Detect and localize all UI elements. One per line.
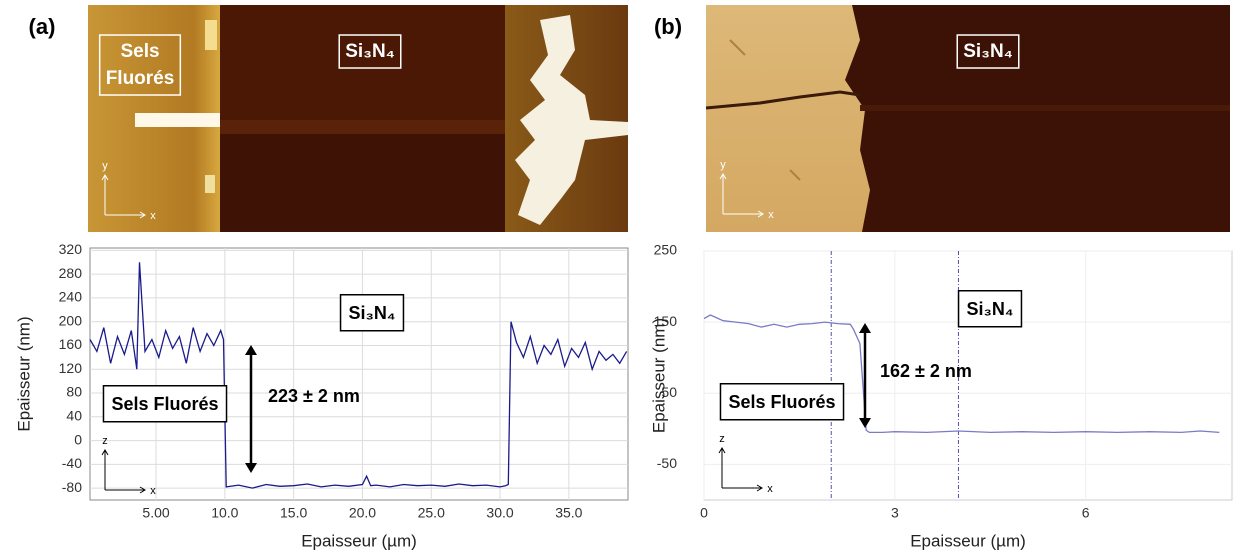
y-tick-label: 160 [59, 336, 83, 352]
y-tick-label: -40 [62, 455, 82, 471]
mini-arrow [101, 174, 146, 219]
y-tick-label: 150 [654, 313, 678, 329]
mini-arrow [719, 173, 764, 218]
x-tick-label: 10.0 [211, 505, 238, 521]
data-line [89, 262, 628, 489]
panel-label: (a) [29, 14, 56, 39]
y-axis-title: Epaisseur (nm) [649, 318, 668, 433]
y-tick-label: 200 [59, 312, 83, 328]
label-box [338, 34, 402, 69]
afm-image-b [705, 5, 1230, 232]
image-label: Si₃N₄ [345, 41, 395, 62]
annotation: Si₃N₄ [967, 299, 1014, 319]
mini-axis-label: x [768, 209, 774, 221]
mini-axis-label: x [150, 210, 156, 222]
y-tick-label: 80 [66, 384, 82, 400]
mini-arrow [101, 449, 146, 494]
y-tick-label: 320 [59, 241, 83, 257]
y-axis-title: Epaisseur (nm) [14, 316, 33, 431]
y-tick-label: 0 [74, 431, 82, 447]
image-label: Sels [120, 41, 159, 62]
x-tick-label: 15.0 [280, 505, 307, 521]
x-tick-label: 3 [891, 505, 899, 521]
label-box [102, 385, 228, 423]
x-axis-title: Epaisseur (µm) [910, 531, 1026, 550]
y-tick-label: 280 [59, 265, 83, 281]
y-tick-label: 50 [661, 384, 677, 400]
annotation: Si₃N₄ [349, 303, 396, 323]
x-tick-label: 5.00 [142, 505, 169, 521]
x-tick-label: 30.0 [486, 505, 513, 521]
mini-axis-label: z [102, 435, 108, 447]
data-line [703, 314, 1220, 434]
y-tick-label: -50 [657, 455, 677, 471]
label-box [339, 294, 405, 332]
mini-axis-label: z [719, 433, 725, 445]
x-tick-label: 6 [1082, 505, 1090, 521]
annotation: Sels Fluorés [728, 392, 835, 412]
image-label: Fluorés [106, 68, 175, 89]
x-tick-label: 20.0 [349, 505, 376, 521]
y-tick-label: 40 [66, 407, 82, 423]
mini-arrow [718, 447, 763, 492]
annotation: Sels Fluorés [111, 394, 218, 414]
mini-axis-label: x [150, 485, 156, 497]
mini-axis-label: y [102, 160, 108, 172]
y-tick-label: -80 [62, 479, 82, 495]
x-tick-label: 0 [700, 505, 708, 521]
y-tick-label: 120 [59, 360, 83, 376]
panel-label: (b) [654, 14, 682, 39]
label-box [98, 34, 182, 96]
label-box [719, 383, 845, 421]
annotation: 162 ± 2 nm [880, 361, 972, 381]
mini-axis-label: x [767, 483, 773, 495]
y-tick-label: 250 [654, 242, 678, 258]
x-tick-label: 35.0 [555, 505, 582, 521]
afm-image-a [88, 5, 628, 232]
y-tick-label: 240 [59, 289, 83, 305]
image-label: Si₃N₄ [963, 41, 1013, 62]
x-axis-title: Epaisseur (µm) [301, 531, 417, 550]
x-tick-label: 25.0 [418, 505, 445, 521]
annotation: 223 ± 2 nm [268, 386, 360, 406]
plot-area [89, 247, 629, 501]
label-box [956, 34, 1020, 69]
label-box [957, 290, 1023, 328]
mini-axis-label: y [720, 159, 726, 171]
